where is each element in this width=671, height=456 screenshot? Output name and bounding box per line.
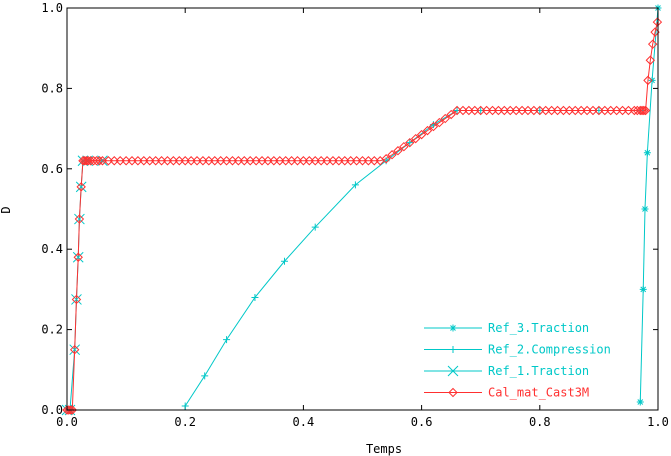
star-marker (639, 285, 647, 293)
legend-entry: Ref_1.Traction (424, 364, 589, 378)
diamond-marker (637, 105, 647, 116)
diamond-marker (440, 113, 450, 124)
legend-label: Ref_3.Traction (488, 321, 589, 335)
cross-marker (69, 344, 81, 356)
legend-label: Cal_mat_Cast3M (488, 386, 589, 400)
series-line (639, 7, 659, 402)
plus-marker (280, 257, 288, 265)
x-tick-label: 0.4 (293, 415, 315, 429)
tick-labels: 0.0 0.2 0.4 0.6 0.8 1.0 0.0 0.2 0.4 0.6 0.8 1.0 (41, 1, 669, 429)
cross-marker (74, 213, 85, 225)
y-tick-label: 0.8 (41, 81, 63, 95)
diamond-marker (640, 105, 651, 116)
x-axis-label: Temps (366, 442, 402, 456)
diamond-marker (405, 137, 415, 148)
series-markers (61, 4, 663, 416)
diamond-marker (448, 387, 458, 398)
legend-entry: Cal_mat_Cast3M (424, 386, 589, 400)
x-tick-label: 1.0 (647, 415, 669, 429)
star-marker (636, 398, 644, 406)
diamond-marker (94, 156, 105, 166)
y-tick-label: 0.0 (41, 403, 63, 417)
y-tick-label: 0.2 (41, 323, 63, 337)
diamond-marker (74, 214, 85, 224)
y-tick-label: 0.6 (41, 162, 63, 176)
series-line (184, 110, 641, 407)
diamond-marker (422, 125, 433, 136)
diamond-marker (381, 154, 391, 164)
diamond-marker (76, 182, 86, 192)
diamond-marker (645, 55, 656, 65)
x-tick-label: 0.6 (411, 415, 433, 429)
legend-entry: Ref_2.Compression (424, 343, 611, 357)
x-tick-label: 0.2 (174, 415, 196, 429)
diamond-marker (81, 156, 92, 166)
series-line (67, 21, 658, 411)
diamond-marker (65, 405, 76, 415)
diamond-marker (434, 117, 445, 128)
diamond-marker (393, 146, 403, 156)
star-marker (449, 324, 457, 332)
star-marker (643, 149, 651, 157)
legend-label: Ref_1.Traction (488, 364, 589, 378)
series-line (67, 160, 103, 411)
diamond-marker (71, 294, 82, 305)
x-tick-label: 0.0 (56, 415, 78, 429)
plus-marker (181, 402, 189, 410)
diamond-marker (69, 344, 80, 355)
plot-frame (66, 7, 659, 411)
diamond-marker (67, 405, 78, 415)
plus-marker (449, 346, 457, 353)
cross-marker (71, 294, 82, 305)
plus-marker (311, 223, 319, 231)
diamond-marker (639, 105, 649, 116)
plus-marker (223, 336, 231, 344)
diamond-marker (416, 129, 427, 140)
diamond-marker (73, 252, 83, 262)
plus-marker (251, 293, 259, 301)
star-marker (641, 205, 649, 213)
x-tick-label: 0.8 (529, 415, 551, 429)
plus-marker (201, 372, 209, 380)
legend-label: Ref_2.Compression (488, 343, 611, 357)
cross-marker (72, 251, 84, 263)
plus-marker (406, 139, 414, 147)
cross-marker (75, 181, 87, 193)
diamond-marker (64, 405, 74, 415)
diamond-marker (428, 121, 439, 132)
diamond-marker (410, 133, 421, 144)
y-tick-label: 0.4 (41, 242, 63, 256)
diamond-marker (446, 109, 456, 120)
plus-marker (351, 181, 359, 189)
legend: Ref_3.Traction Ref_2.Compression Ref_1.Tra… (424, 321, 611, 400)
y-tick-label: 1.0 (41, 1, 63, 15)
legend-entry: Ref_3.Traction (424, 321, 589, 335)
diamond-marker (643, 75, 653, 86)
diamond-marker (387, 150, 397, 160)
y-axis-label: D (0, 206, 13, 213)
diamond-marker (647, 39, 658, 49)
cross-marker (447, 365, 459, 377)
diamond-marker (399, 141, 409, 152)
diamond-marker (652, 17, 663, 27)
